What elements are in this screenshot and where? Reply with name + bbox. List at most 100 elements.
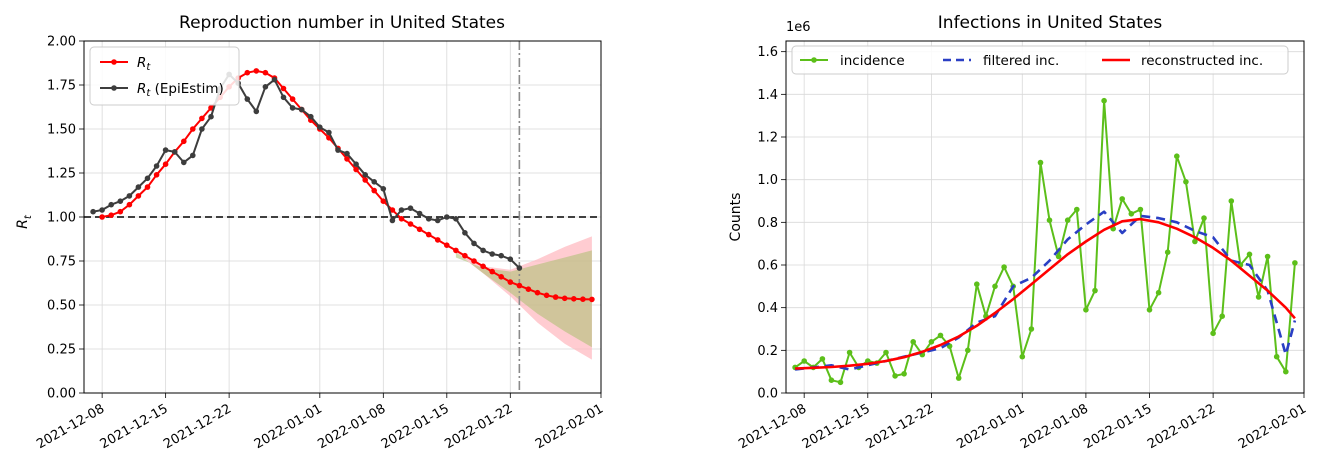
series-marker: [901, 371, 907, 377]
right-offset-label: 1e6: [786, 20, 811, 35]
y-tick-label: 0.25: [47, 343, 76, 358]
series-marker: [1074, 206, 1080, 213]
series-marker: [828, 377, 835, 384]
series-marker: [108, 212, 114, 218]
series-marker: [362, 177, 369, 183]
series-marker: [262, 84, 269, 90]
series-marker: [190, 152, 196, 159]
series-marker: [244, 69, 251, 76]
series-marker: [253, 108, 260, 115]
series-marker: [317, 124, 323, 130]
series-line: [794, 210, 1297, 371]
y-tick-label: 0.50: [47, 299, 76, 314]
series-marker: [543, 292, 550, 299]
series-marker: [489, 251, 496, 257]
series-marker: [398, 216, 405, 222]
legend-label-rt: Rt: [137, 55, 151, 73]
legend-marker-epiestim: [111, 85, 117, 91]
x-tick-label: 2022-01-08: [315, 401, 388, 452]
series-marker: [344, 150, 350, 157]
series-marker: [453, 247, 459, 254]
y-tick-label: 1.00: [47, 211, 76, 226]
left-legend: Rt Rt (EpiEstim): [89, 46, 240, 106]
series-marker: [407, 205, 414, 211]
series-marker: [471, 240, 477, 247]
x-tick-label: 2022-01-01: [252, 401, 325, 452]
series-marker: [534, 289, 541, 296]
y-tick-label: 0.00: [47, 387, 76, 402]
series-marker: [480, 263, 486, 270]
series-marker: [380, 186, 387, 192]
series-marker: [1155, 289, 1162, 296]
series-marker: [480, 247, 486, 254]
series-marker: [525, 286, 532, 293]
series-marker: [462, 230, 468, 236]
series-marker: [1083, 307, 1089, 313]
series-marker: [153, 163, 160, 169]
right-chart-title: Infections in United States: [938, 13, 1163, 33]
left-ylabel-sub: t: [23, 214, 34, 219]
left-series: [90, 68, 595, 303]
x-tick-label: 2022-01-15: [379, 401, 452, 452]
x-tick-label: 2022-01-22: [1145, 401, 1218, 452]
x-tick-label: 2021-12-22: [161, 401, 234, 452]
interval-band: [455, 250, 592, 348]
y-tick-label: 1.2: [757, 131, 778, 146]
series-marker: [1037, 159, 1044, 166]
series-marker: [208, 113, 214, 120]
x-tick-label: 2021-12-08: [736, 401, 809, 452]
x-tick-label: 2022-01-22: [442, 401, 515, 452]
series-marker: [1246, 251, 1253, 258]
x-tick-label: 2022-02-01: [1236, 401, 1309, 452]
series-marker: [181, 138, 187, 145]
series-marker: [162, 147, 169, 153]
series-marker: [1137, 206, 1144, 213]
series-marker: [801, 358, 807, 364]
right-y-axis: 0.0 0.2 0.4 0.6 0.8 1.0 1.2 1.4 1.6: [757, 45, 786, 402]
right-series: [792, 97, 1298, 386]
series-marker: [462, 252, 468, 259]
x-tick-label: 2021-12-15: [98, 401, 171, 452]
y-tick-label: 1.6: [757, 45, 778, 60]
series-marker: [407, 221, 414, 227]
series-marker: [171, 149, 178, 155]
series-marker: [498, 274, 505, 280]
series-marker: [1001, 264, 1007, 270]
series-marker: [1292, 260, 1298, 266]
y-tick-label: 0.75: [47, 255, 76, 270]
left-y-axis: 0.00 0.25 0.50 0.75 1.00 1.25 1.50 1.75 2.00: [47, 35, 84, 402]
series-marker: [199, 126, 205, 132]
series-marker: [1201, 215, 1207, 221]
series-marker: [280, 85, 287, 92]
right-axes-frame: [785, 40, 1305, 394]
series-marker: [389, 217, 396, 224]
series-marker: [371, 187, 378, 194]
right-legend-box: [791, 45, 1289, 75]
series-marker: [1146, 307, 1153, 313]
series-marker: [883, 349, 889, 356]
series-marker: [135, 193, 142, 199]
y-tick-label: 1.0: [757, 173, 778, 188]
series-marker: [99, 207, 105, 213]
series-marker: [892, 373, 898, 379]
right-ylabel: Counts: [728, 193, 744, 242]
series-line: [795, 217, 1296, 370]
series-marker: [1210, 330, 1216, 337]
series-marker: [308, 113, 314, 120]
series-marker: [353, 166, 359, 173]
legend-marker-rt: [111, 59, 117, 65]
series-marker: [489, 268, 496, 275]
series-marker: [371, 179, 378, 185]
series-marker: [271, 76, 278, 83]
series-marker: [992, 283, 998, 290]
left-ylabel: Rt: [15, 214, 34, 229]
left-chart-title: Reproduction number in United States: [179, 13, 505, 33]
series-marker: [1128, 211, 1135, 217]
series-marker: [516, 282, 523, 289]
series-marker: [99, 214, 105, 220]
series-marker: [190, 126, 196, 132]
series-marker: [571, 296, 577, 302]
legend-label-filtered: filtered inc.: [983, 53, 1059, 69]
